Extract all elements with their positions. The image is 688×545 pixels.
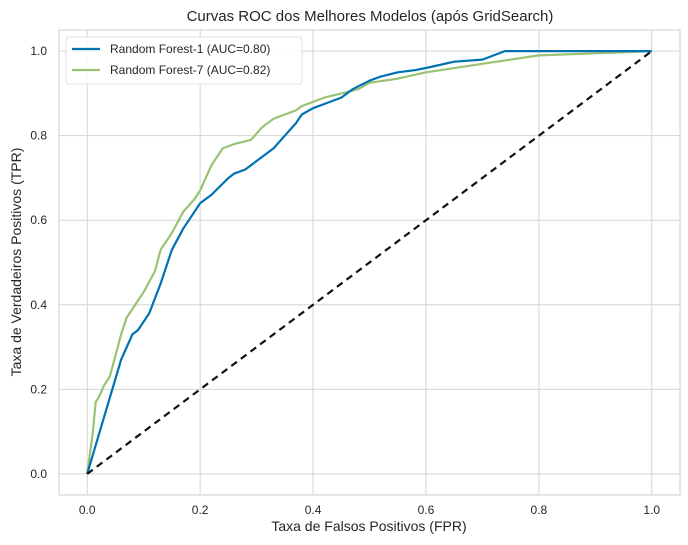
tick-labels: 0.0 0.2 0.4 0.6 0.8 1.0 0.0 0.2 0.4 0.6 0.8 1.0 <box>30 44 660 517</box>
y-tick-label: 0.8 <box>30 129 47 143</box>
x-tick-label: 0.2 <box>192 503 209 517</box>
x-tick-label: 1.0 <box>643 503 660 517</box>
series-lines <box>86 50 653 475</box>
x-tick-label: 0.8 <box>531 503 548 517</box>
series-line-0 <box>86 50 652 475</box>
diagonal-reference-line <box>86 50 653 475</box>
x-tick-label: 0.0 <box>79 503 96 517</box>
y-axis-label: Taxa de Verdadeiros Positivos (TPR) <box>8 148 24 377</box>
y-tick-label: 1.0 <box>30 44 47 58</box>
legend: Random Forest-1 (AUC=0.80) Random Forest… <box>65 36 303 85</box>
legend-box <box>65 36 303 85</box>
chart-title: Curvas ROC dos Melhores Modelos (após Gr… <box>187 8 554 25</box>
x-tick-label: 0.4 <box>305 503 322 517</box>
y-tick-label: 0.6 <box>30 213 47 227</box>
legend-label-rf1: Random Forest-1 (AUC=0.80) <box>110 42 270 56</box>
y-tick-label: 0.2 <box>30 382 47 396</box>
legend-label-rf7: Random Forest-7 (AUC=0.82) <box>110 63 270 77</box>
grid-lines <box>59 30 680 495</box>
y-tick-label: 0.0 <box>30 467 47 481</box>
x-axis-label: Taxa de Falsos Positivos (FPR) <box>271 518 466 534</box>
series-line-1 <box>86 50 652 475</box>
y-tick-label: 0.4 <box>30 298 47 312</box>
x-tick-label: 0.6 <box>418 503 435 517</box>
